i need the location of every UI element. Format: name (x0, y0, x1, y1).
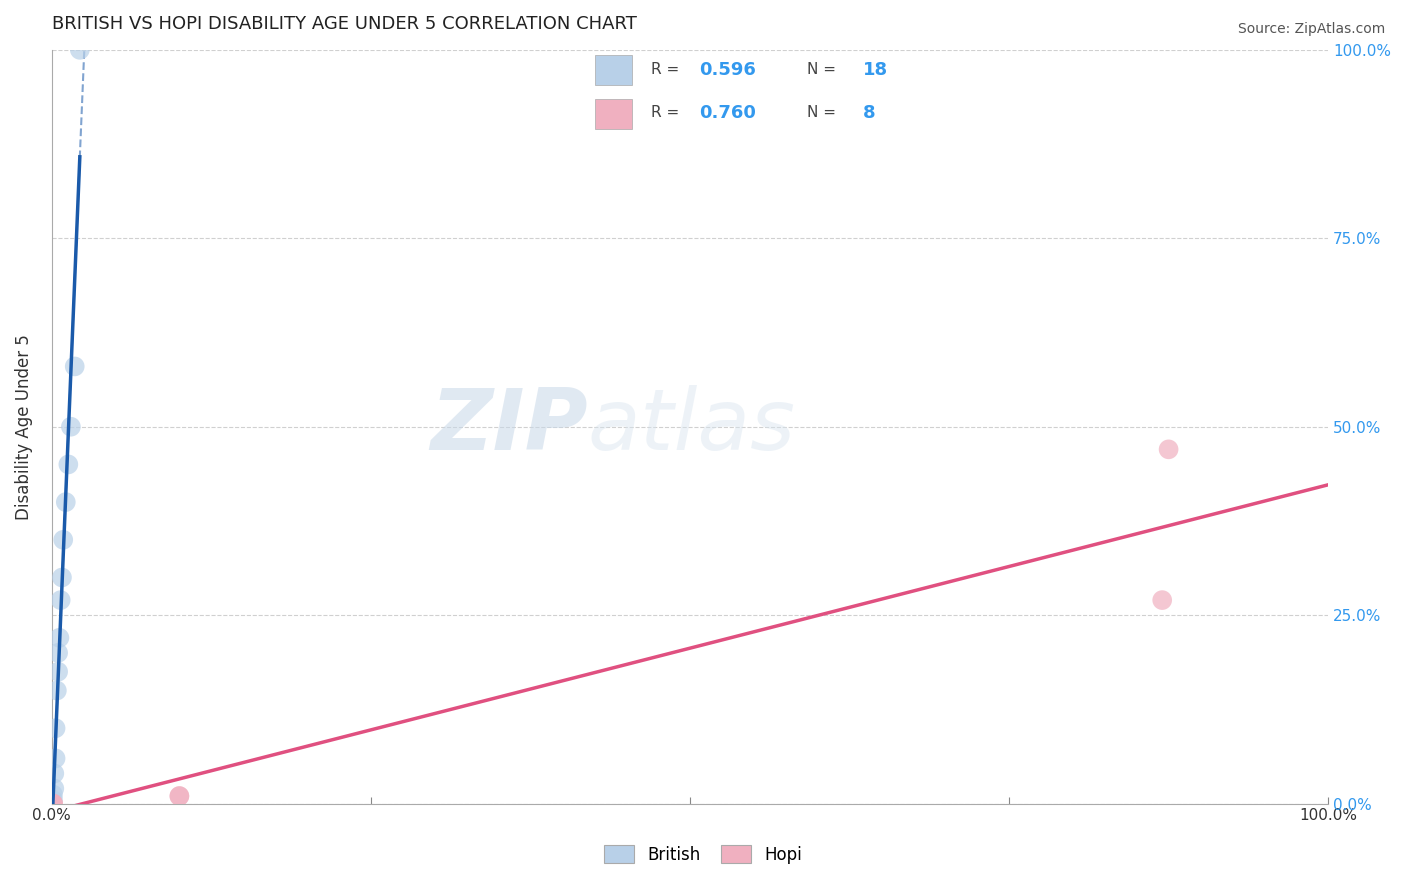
Text: atlas: atlas (588, 385, 796, 468)
Point (49, 593, 72, 607)
Point (42, 793, 65, 807)
Point (169, 789, 191, 803)
Text: ZIP: ZIP (430, 385, 588, 468)
Point (69, 43, 91, 57)
Text: 0.760: 0.760 (699, 104, 756, 122)
Point (52, 533, 75, 547)
Text: N =: N = (807, 105, 841, 120)
FancyBboxPatch shape (595, 99, 631, 129)
Point (44, 766, 66, 780)
Point (51, 570, 73, 584)
Point (58, 458, 80, 472)
FancyBboxPatch shape (595, 55, 631, 85)
Point (59, 419, 82, 434)
Text: N =: N = (807, 62, 841, 78)
Text: 0.596: 0.596 (699, 61, 756, 78)
Text: R =: R = (651, 62, 683, 78)
Point (45, 721, 67, 735)
Point (55, 495, 77, 509)
Point (42, 797, 65, 811)
Point (45, 683, 67, 698)
Point (42, 788, 65, 802)
Point (42, 797, 65, 811)
Point (44, 781, 66, 796)
Point (45, 751, 67, 765)
Point (63, 359, 86, 374)
Text: 18: 18 (863, 61, 889, 78)
Point (1152, 593, 1174, 607)
Point (46, 646, 69, 660)
Point (169, 789, 191, 803)
Y-axis label: Disability Age Under 5: Disability Age Under 5 (15, 334, 32, 520)
Point (1157, 442, 1180, 457)
Text: BRITISH VS HOPI DISABILITY AGE UNDER 5 CORRELATION CHART: BRITISH VS HOPI DISABILITY AGE UNDER 5 C… (52, 15, 637, 33)
Text: Source: ZipAtlas.com: Source: ZipAtlas.com (1237, 22, 1385, 37)
Text: 8: 8 (863, 104, 876, 122)
Point (48, 631, 70, 645)
Legend: British, Hopi: British, Hopi (598, 838, 808, 871)
Text: R =: R = (651, 105, 683, 120)
Point (46, 665, 69, 679)
Point (41, 797, 63, 811)
Point (42, 797, 65, 811)
